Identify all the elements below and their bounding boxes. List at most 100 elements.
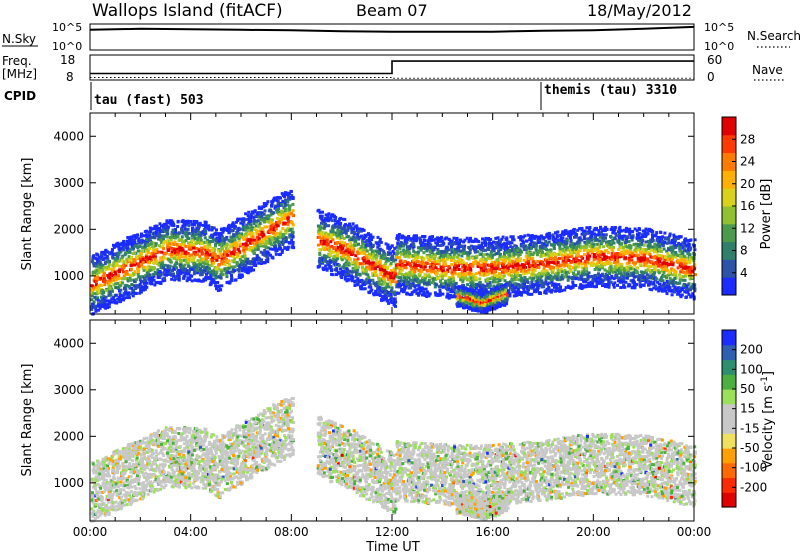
power-cell — [134, 236, 138, 240]
power-cell — [327, 224, 331, 228]
power-cell — [462, 303, 466, 307]
power-cell — [123, 286, 127, 290]
power-cell — [171, 221, 175, 225]
power-cell — [442, 242, 446, 246]
power-cell — [115, 258, 119, 262]
power-cell — [181, 251, 185, 255]
power-cell — [276, 201, 280, 205]
power-cell — [479, 301, 483, 305]
power-cell — [145, 233, 149, 237]
power-cell — [482, 263, 486, 267]
power-cell — [200, 265, 204, 269]
power-cell — [499, 248, 503, 251]
power-cell — [412, 275, 415, 279]
power-cell — [174, 228, 177, 231]
power-cell — [346, 247, 350, 251]
power-cell — [384, 297, 388, 301]
power-cell — [136, 272, 140, 276]
power-cell — [213, 238, 217, 242]
power-cell — [457, 268, 461, 271]
power-cell — [125, 284, 129, 288]
power-cell — [375, 259, 379, 263]
power-cell — [330, 244, 334, 248]
power-cell — [261, 227, 265, 231]
power-cell — [365, 239, 369, 242]
power-cell — [223, 256, 227, 260]
power-cell — [206, 247, 210, 251]
power-cell — [449, 259, 453, 262]
power-cell — [169, 222, 173, 226]
power-cell — [371, 261, 375, 265]
power-cell — [377, 250, 381, 254]
power-cell — [196, 253, 200, 257]
power-cell — [209, 263, 213, 267]
power-cell — [189, 220, 193, 223]
power-cell — [459, 278, 463, 282]
power-cell — [468, 271, 472, 275]
power-cell — [498, 267, 502, 271]
power-cell — [118, 248, 122, 252]
power-cell — [454, 294, 458, 298]
power-cell — [386, 266, 389, 270]
power-cell — [132, 258, 136, 262]
power-cell — [212, 269, 216, 273]
power-cell — [277, 207, 280, 211]
power-cell — [416, 256, 420, 259]
power-cell — [490, 305, 493, 309]
power-cell — [287, 209, 291, 213]
power-cell — [154, 281, 158, 285]
power-cell — [116, 277, 120, 281]
power-cell — [474, 246, 478, 249]
power-cell — [179, 263, 182, 267]
power-cell — [139, 260, 143, 264]
power-cell — [237, 239, 241, 242]
power-cell — [433, 291, 437, 295]
power-cell — [205, 262, 209, 266]
power-cell — [211, 259, 215, 262]
power-cell — [170, 277, 174, 281]
power-cell — [265, 255, 269, 259]
power-cell — [438, 291, 442, 295]
power-cell — [463, 268, 467, 272]
power-cell — [413, 285, 417, 289]
power-cell — [343, 241, 347, 245]
power-cell — [480, 310, 483, 314]
power-cell — [286, 191, 290, 195]
power-cell — [500, 275, 504, 279]
power-cell — [215, 266, 219, 270]
power-cell — [202, 261, 206, 265]
power-cell — [376, 288, 380, 292]
power-cell — [130, 283, 134, 286]
power-cell — [497, 246, 501, 250]
power-cell — [163, 227, 167, 231]
power-cell — [503, 271, 507, 274]
power-cell — [144, 279, 148, 283]
power-cell — [491, 261, 494, 265]
power-cell — [366, 244, 370, 248]
power-cell — [480, 266, 484, 270]
power-cell — [241, 259, 245, 263]
power-cell — [347, 244, 351, 248]
power-cell — [145, 285, 149, 289]
power-cell — [342, 243, 346, 247]
power-cell — [153, 227, 157, 231]
power-cell — [113, 259, 117, 263]
power-cell — [194, 267, 198, 271]
power-cell — [130, 235, 134, 239]
power-cell — [199, 262, 203, 266]
power-cell — [369, 289, 373, 293]
power-cell — [149, 239, 153, 243]
power-cell — [398, 255, 402, 259]
power-cell — [354, 266, 358, 270]
power-cell — [273, 204, 277, 208]
power-cell — [461, 247, 465, 251]
power-cell — [441, 282, 445, 286]
power-cell — [463, 244, 467, 248]
power-cell — [181, 265, 185, 269]
power-cell — [210, 226, 214, 229]
power-cell — [318, 262, 322, 266]
power-cell — [219, 249, 222, 253]
power-cell — [444, 236, 448, 240]
power-cell — [148, 257, 152, 261]
power-cell — [495, 252, 499, 255]
